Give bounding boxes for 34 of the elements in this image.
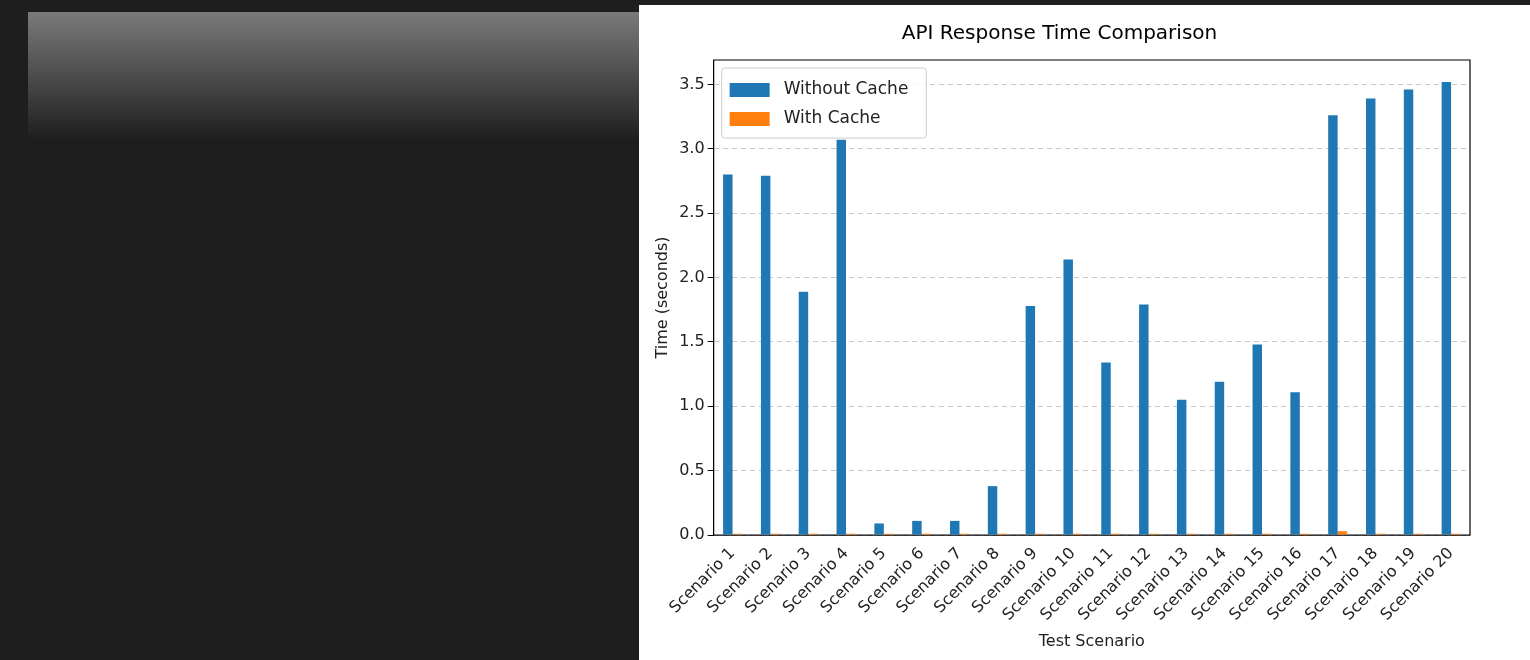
y-tick-label: 3.0 [679, 137, 705, 157]
x-axis-title: Test Scenario [1037, 630, 1145, 650]
bar [1139, 304, 1149, 535]
bar [987, 486, 998, 535]
y-tick-label: 3.5 [679, 73, 705, 93]
bar [1290, 392, 1300, 535]
bar [950, 520, 960, 535]
bar [874, 523, 884, 535]
bar [1025, 305, 1036, 535]
bar [836, 139, 847, 535]
bar [723, 174, 733, 535]
y-tick-label: 2.0 [679, 266, 705, 286]
chart-title: API Response Time Comparison [901, 20, 1218, 45]
y-tick-label: 0.5 [679, 459, 705, 479]
bar [1441, 81, 1452, 535]
y-tick-label: 2.5 [679, 202, 705, 222]
bar [1214, 381, 1225, 535]
bar [912, 520, 922, 535]
bar [1101, 362, 1111, 535]
bar [1366, 98, 1376, 535]
bar [1337, 531, 1348, 535]
y-tick-label: 0.0 [679, 524, 705, 544]
bar [1063, 259, 1073, 535]
bar [1403, 89, 1414, 535]
y-axis-title: Time (seconds) [651, 236, 671, 360]
bar [760, 175, 771, 535]
legend-label: With Cache [783, 107, 881, 128]
bar [1328, 115, 1338, 535]
y-tick-label: 1.5 [679, 331, 705, 351]
bar [1252, 344, 1262, 535]
y-tick-label: 1.0 [679, 395, 705, 415]
legend-label: Without Cache [783, 78, 909, 99]
bar [798, 291, 809, 535]
bar [1176, 399, 1187, 535]
